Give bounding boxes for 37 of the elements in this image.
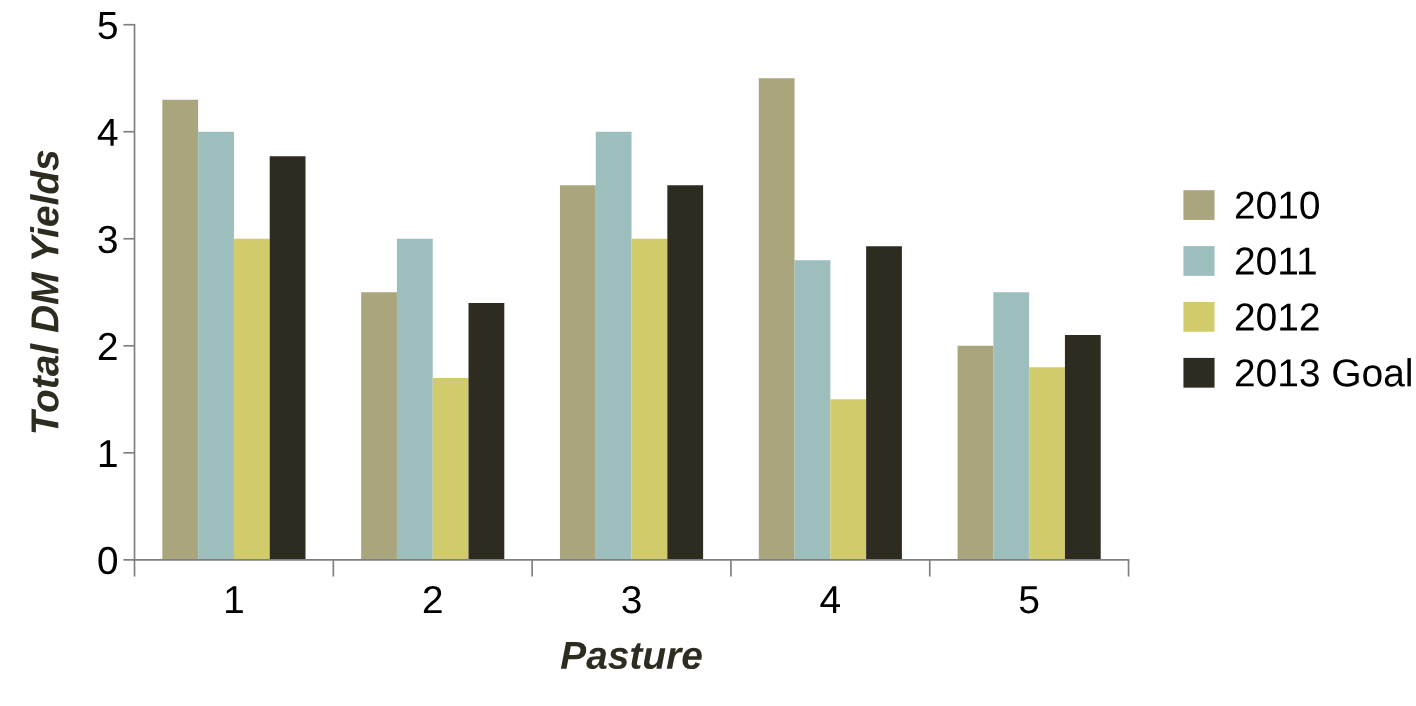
legend-label: 2012	[1235, 303, 1319, 331]
bar	[269, 156, 306, 560]
legend-label: 2011	[1235, 247, 1316, 275]
bar	[631, 238, 668, 560]
bar	[1029, 367, 1065, 560]
bar	[198, 131, 234, 560]
y-tick-label: 4	[97, 119, 118, 146]
y-axis-title: Total DM Yields	[30, 150, 59, 433]
bar	[866, 246, 902, 560]
bar	[957, 345, 994, 560]
x-axis-title: Pasture	[560, 641, 702, 670]
bar	[396, 238, 433, 560]
bar	[361, 292, 397, 560]
x-tick-label: 3	[622, 585, 641, 614]
y-tick-label: 0	[98, 546, 118, 575]
legend-label: 2010	[1235, 191, 1319, 219]
legend-label: 2013 Goal	[1235, 358, 1411, 387]
bar	[1064, 335, 1101, 560]
bar	[162, 99, 199, 560]
y-tick-label: 5	[98, 12, 117, 40]
x-tick-label: 4	[820, 586, 841, 614]
bar	[233, 238, 270, 560]
x-tick-label: 2	[423, 585, 442, 614]
x-tick-label: 5	[1019, 586, 1039, 614]
bar	[432, 377, 469, 560]
bar	[468, 302, 505, 560]
y-tick-label: 3	[98, 225, 117, 254]
bar	[667, 185, 704, 560]
bar	[794, 260, 831, 560]
x-tick-label: 1	[226, 586, 243, 614]
bar	[830, 399, 867, 560]
bar	[595, 131, 632, 560]
y-tick-label: 2	[98, 332, 117, 360]
y-tick-label: 1	[99, 440, 117, 467]
bar	[559, 185, 596, 560]
bar	[758, 78, 795, 560]
bar	[993, 292, 1030, 560]
